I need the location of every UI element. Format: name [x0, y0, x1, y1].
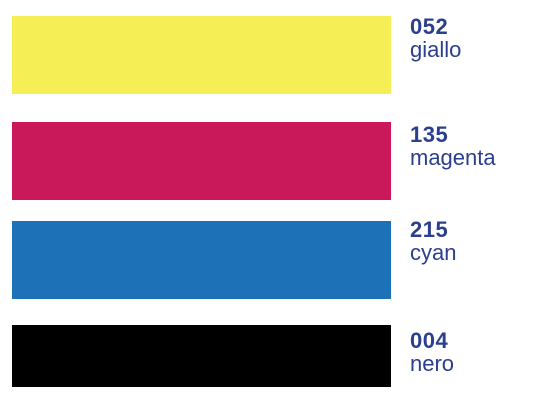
- swatch-name: cyan: [410, 240, 457, 265]
- swatch-code: 215: [410, 217, 449, 242]
- swatch-label-giallo: 052 giallo: [410, 16, 461, 61]
- swatch-row-magenta: 135 magenta: [0, 122, 533, 202]
- swatch-code: 052: [410, 14, 449, 39]
- swatch-label-nero: 004 nero: [410, 330, 454, 375]
- swatch-bar-cyan: [12, 221, 391, 299]
- swatch-row-nero: 004 nero: [0, 325, 533, 405]
- color-swatch-list: 052 giallo 135 magenta 215 cyan 004 nero: [0, 16, 533, 387]
- swatch-label-cyan: 215 cyan: [410, 219, 456, 264]
- swatch-row-cyan: 215 cyan: [0, 219, 533, 301]
- swatch-code: 135: [410, 122, 449, 147]
- swatch-bar-magenta: [12, 122, 391, 200]
- swatch-label-magenta: 135 magenta: [410, 124, 496, 169]
- swatch-bar-nero: [12, 325, 391, 387]
- swatch-bar-giallo: [12, 16, 391, 94]
- swatch-name: magenta: [410, 145, 496, 170]
- swatch-code: 004: [410, 328, 449, 353]
- swatch-name: nero: [410, 351, 455, 376]
- swatch-name: giallo: [410, 37, 462, 62]
- swatch-row-giallo: 052 giallo: [0, 16, 533, 96]
